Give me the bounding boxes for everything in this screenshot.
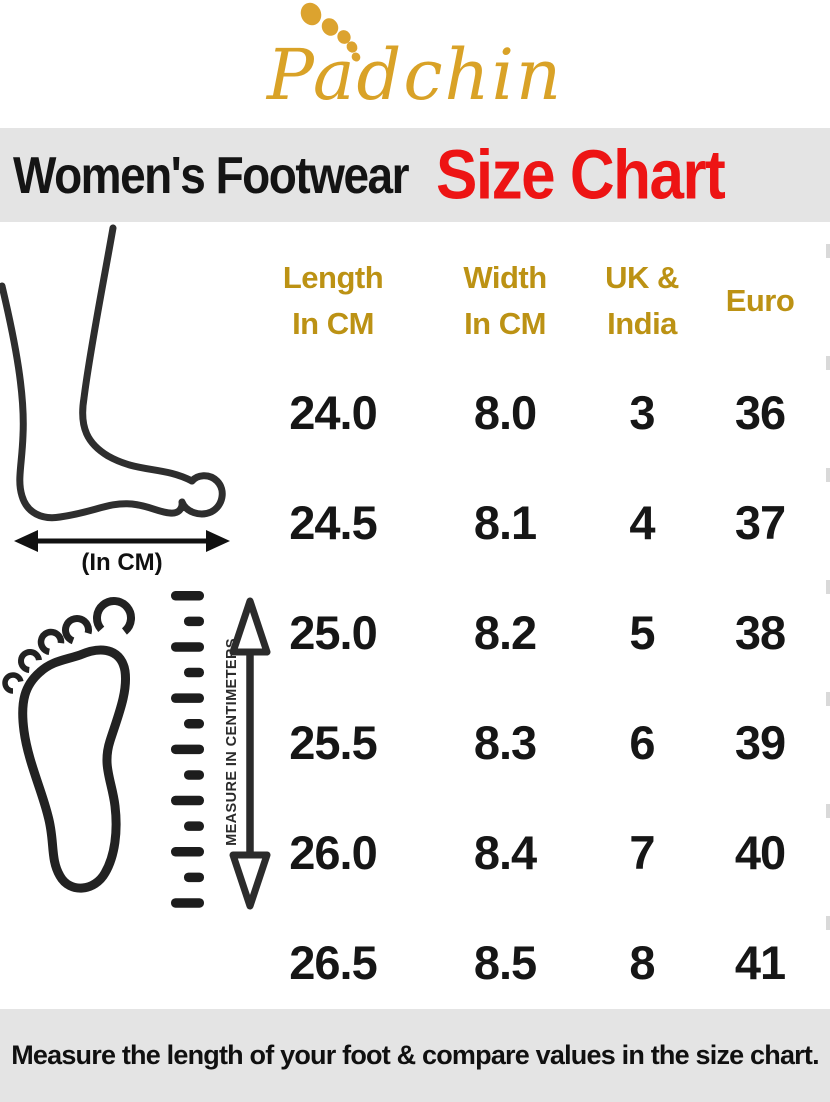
- footprint-illustration: [2, 597, 135, 893]
- width-cm-value: 8.0: [473, 385, 537, 439]
- euro-value: 40: [734, 825, 786, 879]
- edge-tick: [826, 692, 830, 706]
- brand-logo: Padchin: [0, 0, 830, 128]
- column-header-length: Length In CM: [282, 260, 384, 341]
- measurement-diagram: (In CM): [0, 224, 271, 910]
- edge-tick: [826, 244, 830, 258]
- length-arrow: [14, 530, 230, 552]
- length-cm-value: 25.5: [289, 715, 377, 769]
- edge-tick: [826, 916, 830, 930]
- uk-india-value: 3: [629, 385, 655, 439]
- euro-value: 37: [734, 495, 786, 549]
- width-cm-value: 8.4: [473, 825, 537, 879]
- length-cm-value: 24.0: [289, 385, 377, 439]
- size-table: Length In CM Width In CM UK & India Euro…: [250, 245, 830, 1017]
- brand-name: Padchin: [266, 34, 564, 116]
- length-cm-value: 25.0: [289, 605, 377, 659]
- table-row: 25.0 8.2 5 38: [250, 577, 830, 687]
- uk-india-value: 7: [629, 825, 655, 879]
- length-cm-value: 26.5: [289, 935, 377, 989]
- table-row: 26.5 8.5 8 41: [250, 907, 830, 1017]
- width-cm-value: 8.5: [473, 935, 537, 989]
- width-cm-value: 8.1: [473, 495, 537, 549]
- euro-value: 38: [734, 605, 786, 659]
- footer-bar: Measure the length of your foot & compar…: [0, 1009, 830, 1102]
- edge-tick: [826, 580, 830, 594]
- measure-arrow: [229, 597, 271, 910]
- length-cm-value: 24.5: [289, 495, 377, 549]
- edge-tick: [826, 356, 830, 370]
- column-header-uk-india: UK & India: [605, 260, 679, 341]
- table-row: 25.5 8.3 6 39: [250, 687, 830, 797]
- title-bar: Women's Footwear Size Chart: [0, 128, 830, 222]
- width-cm-value: 8.2: [473, 605, 537, 659]
- uk-india-value: 5: [629, 605, 655, 659]
- column-header-width: Width In CM: [463, 260, 547, 341]
- edge-tick: [826, 468, 830, 482]
- uk-india-value: 6: [629, 715, 655, 769]
- column-header-euro: Euro: [725, 283, 795, 318]
- length-arrow-label: (In CM): [81, 549, 162, 576]
- table-row: 26.0 8.4 7 40: [250, 797, 830, 907]
- ruler-icon: [171, 591, 204, 908]
- euro-value: 36: [734, 385, 786, 439]
- uk-india-value: 4: [629, 495, 655, 549]
- uk-india-value: 8: [629, 935, 655, 989]
- ruler-label: MEASURE IN CENTIMETERS: [224, 638, 240, 846]
- footprint-toes-icon: [300, 2, 361, 62]
- edge-tick: [826, 804, 830, 818]
- euro-value: 41: [734, 935, 786, 989]
- width-cm-value: 8.3: [473, 715, 537, 769]
- table-row: 24.5 8.1 4 37: [250, 467, 830, 577]
- size-chart-heading: Size Chart: [436, 136, 726, 214]
- euro-value: 39: [734, 715, 786, 769]
- measurement-instruction: Measure the length of your foot & compar…: [11, 1040, 819, 1070]
- table-row: 24.0 8.0 3 36: [250, 357, 830, 467]
- size-table-header-row: Length In CM Width In CM UK & India Euro: [250, 245, 830, 357]
- foot-side-profile-illustration: [0, 224, 226, 522]
- category-title: Women's Footwear: [13, 145, 410, 205]
- length-cm-value: 26.0: [289, 825, 377, 879]
